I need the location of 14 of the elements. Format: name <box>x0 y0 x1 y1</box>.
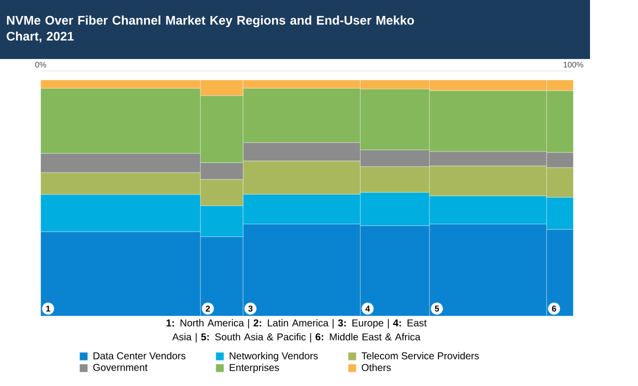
annotation: 3 <box>248 306 253 312</box>
legend-label: Telecom Service Providers <box>362 352 479 360</box>
chart-title: NVMe Over Fiber Channel Market Key Regions and End-User Mekko Chart, 2021 <box>6 16 414 42</box>
legend-label: Government <box>93 364 148 371</box>
annotation: 4 <box>365 306 370 312</box>
legend-label: Data Center Vendors <box>94 352 186 360</box>
annotation: 1 <box>46 306 50 312</box>
annotation: 6 <box>552 306 556 312</box>
legend-label: Others <box>362 364 391 372</box>
annotation: 5 <box>434 306 439 312</box>
legend-label: Networking Vendors <box>230 352 318 362</box>
annotation: 2 <box>206 306 210 312</box>
text: 1: North America | 2: Latin America | 3: Europe | 4: East Asia | 5: South Asia & Pacific | 6: Middle East & Africa <box>166 319 427 342</box>
legend-label: Enterprises <box>230 364 280 374</box>
